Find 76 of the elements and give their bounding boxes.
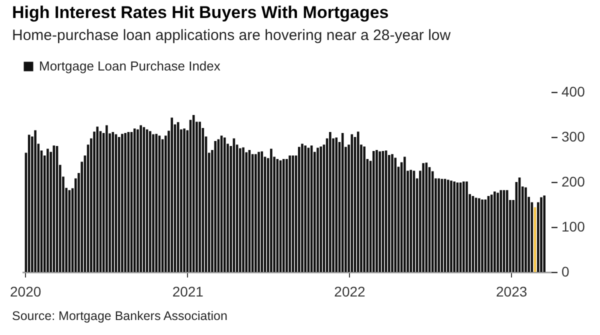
bar [462, 182, 465, 272]
bar [478, 198, 480, 272]
bar [410, 170, 412, 272]
y-tick-label: 200 [562, 174, 586, 190]
bar [140, 125, 142, 272]
bar [170, 118, 174, 272]
legend-label: Mortgage Loan Purchase Index [39, 58, 221, 74]
bar [298, 146, 300, 272]
bar [223, 137, 226, 272]
bar [133, 128, 136, 272]
bar [372, 150, 375, 272]
bar [484, 200, 487, 272]
bar [121, 134, 124, 272]
bar [394, 158, 397, 272]
x-tick-label: 2020 [10, 284, 42, 300]
bar [391, 154, 394, 272]
bar [192, 114, 195, 272]
bar [304, 146, 306, 272]
bar [136, 129, 139, 272]
bar [316, 148, 319, 272]
chart-title: High Interest Rates Hit Buyers With Mortgages [12, 3, 389, 23]
bar [329, 132, 332, 272]
bar [438, 178, 440, 272]
bar [431, 171, 434, 272]
bar [198, 122, 201, 272]
bar [453, 182, 456, 272]
bar [376, 150, 378, 272]
bar [96, 126, 99, 272]
bar [152, 134, 154, 272]
bar [378, 151, 381, 272]
y-tick-label: 400 [562, 84, 586, 100]
bar [118, 137, 120, 272]
x-tick-label: 2023 [496, 284, 528, 300]
bar [183, 128, 186, 272]
bar [242, 147, 244, 272]
bar [320, 146, 322, 272]
bar [425, 162, 428, 272]
bar [422, 163, 424, 272]
bar [239, 148, 242, 272]
bar [540, 197, 542, 272]
bar [500, 190, 502, 272]
bar [155, 134, 158, 272]
bar [335, 137, 338, 272]
y-tick-label: 0 [562, 264, 570, 280]
source-note: Source: Mortgage Bankers Association [12, 309, 228, 323]
bar [446, 180, 450, 272]
bar [254, 154, 257, 272]
bar [356, 132, 360, 272]
y-tick-label: 300 [562, 128, 586, 144]
x-tick-label: 2022 [334, 284, 366, 300]
bar [270, 148, 272, 272]
bar [524, 187, 527, 272]
bar [301, 144, 304, 272]
bar [106, 125, 108, 272]
x-tick-label: 2021 [172, 284, 204, 300]
bar [543, 196, 546, 272]
bar [466, 182, 468, 272]
bar [450, 180, 452, 272]
bar [481, 200, 484, 272]
bar [363, 146, 366, 272]
bar [286, 159, 288, 272]
bar [404, 156, 406, 272]
bar [496, 192, 499, 272]
bar [124, 132, 126, 272]
y-tick-label: 100 [562, 218, 586, 234]
bar [288, 155, 291, 272]
bar [506, 190, 508, 272]
bar [149, 131, 152, 272]
bar [46, 148, 49, 272]
bar [214, 141, 216, 272]
bar [34, 130, 36, 272]
bar [282, 159, 285, 272]
bar [258, 152, 260, 272]
bar [260, 151, 264, 272]
bar [494, 191, 496, 272]
chart-subtitle: Home-purchase loan applications are hovering near a 28-year low [12, 27, 451, 44]
